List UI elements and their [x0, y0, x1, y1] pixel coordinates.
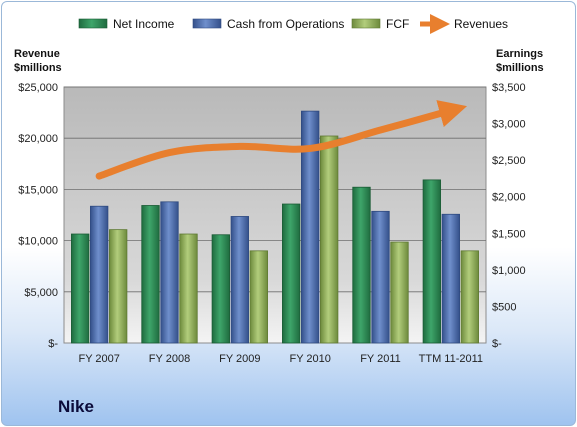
right-axis-title-line2: $millions: [496, 62, 544, 74]
left-axis-title-line1: Revenue: [14, 48, 60, 60]
legend-label-revenues: Revenues: [454, 17, 508, 31]
revenue-line: [95, 100, 468, 180]
net-income-bar: [422, 179, 441, 344]
right-tick-label: $-: [492, 338, 502, 350]
right-tick-label: $2,000: [492, 192, 526, 204]
right-tick-label: $3,500: [492, 82, 526, 94]
revenues-line: [95, 100, 468, 180]
fcf-bar: [109, 229, 128, 344]
legend-swatch-fcf: [351, 18, 381, 29]
left-axis-ticks: $- $5,000 $10,000 $15,000 $20,000 $25,000: [18, 82, 58, 350]
legend-swatch-net-income: [78, 18, 108, 29]
net-income-bar: [141, 205, 160, 344]
bars: [71, 110, 479, 344]
fcf-bar: [320, 135, 339, 344]
legend-label-fcf: FCF: [386, 17, 409, 31]
right-tick-label: $3,000: [492, 119, 526, 131]
right-axis-title-line1: Earnings: [496, 48, 543, 60]
legend: Net Income Cash from Operations FCF Reve…: [78, 14, 508, 34]
cash-from-operations-bar: [230, 216, 249, 344]
left-tick-label: $20,000: [18, 133, 58, 145]
cash-from-operations-bar: [90, 205, 109, 344]
net-income-bar: [211, 234, 230, 344]
category-labels: FY 2007 FY 2008 FY 2009 FY 2010 FY 2011 TTM 1…: [78, 353, 483, 365]
cash-from-operations-bar: [371, 210, 390, 344]
category-label: TTM 11-2011: [419, 353, 483, 365]
right-tick-label: $1,000: [492, 265, 526, 277]
gridlines: [64, 86, 486, 293]
cash-from-operations-bar: [160, 201, 179, 344]
category-label: FY 2011: [360, 353, 401, 365]
left-tick-label: $5,000: [24, 287, 58, 299]
left-tick-label: $25,000: [18, 82, 58, 94]
category-label: FY 2007: [78, 353, 119, 365]
right-tick-label: $500: [492, 301, 516, 313]
right-tick-label: $2,500: [492, 155, 526, 167]
legend-label-cash-from-operations: Cash from Operations: [227, 17, 344, 31]
category-label: FY 2008: [149, 353, 190, 365]
net-income-bar: [352, 186, 371, 344]
legend-swatch-cash-from-operations: [192, 18, 222, 29]
fcf-bar: [249, 250, 268, 344]
left-tick-label: $10,000: [18, 236, 58, 248]
left-axis-title-line2: $millions: [14, 62, 62, 74]
plot-area: [63, 86, 487, 344]
cash-from-operations-bar: [441, 213, 460, 344]
category-label: FY 2010: [289, 353, 330, 365]
left-tick-label: $15,000: [18, 184, 58, 196]
fcf-bar: [460, 250, 479, 344]
right-tick-label: $1,500: [492, 228, 526, 240]
fcf-bar: [390, 241, 409, 344]
legend-label-net-income: Net Income: [113, 17, 175, 31]
category-label: FY 2009: [219, 353, 260, 365]
fcf-bar: [179, 233, 198, 344]
left-tick-label: $-: [48, 338, 58, 350]
right-axis-ticks: $- $500 $1,000 $1,500 $2,000 $2,500 $3,000 $3,5…: [492, 82, 526, 350]
cash-from-operations-bar: [301, 110, 320, 344]
net-income-bar: [71, 233, 90, 344]
net-income-bar: [282, 203, 301, 344]
company-name: Nike: [58, 397, 94, 416]
